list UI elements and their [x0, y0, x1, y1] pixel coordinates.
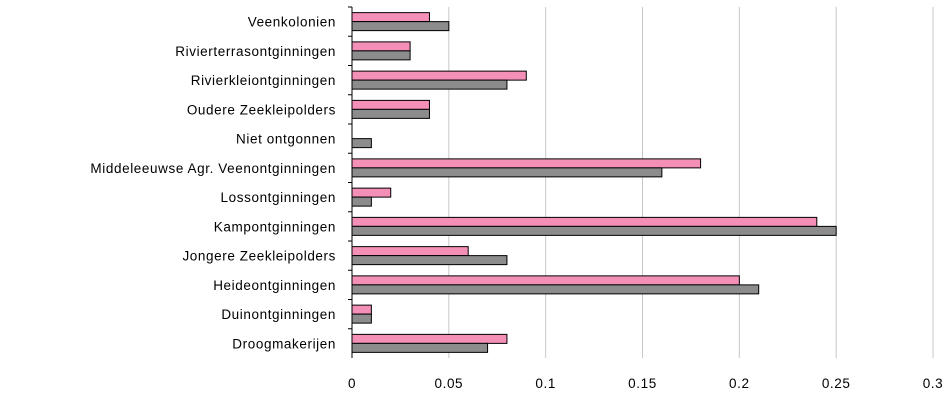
- bar: [351, 108, 430, 119]
- grid-lines: [448, 7, 934, 358]
- category-label: Niet ontgonnen: [236, 132, 336, 147]
- category-label: Oudere Zeekleipolders: [187, 102, 336, 117]
- bar: [351, 41, 411, 52]
- category-label: Lossontginningen: [221, 190, 336, 205]
- x-tick-label: 0.25: [822, 376, 851, 391]
- bar: [351, 50, 411, 61]
- x-tick-label: 0.1: [535, 376, 556, 391]
- bars: [351, 12, 837, 353]
- bar: [351, 99, 430, 110]
- x-tick-label: 0.15: [628, 376, 657, 391]
- bar: [351, 313, 372, 324]
- bar: [351, 196, 372, 207]
- bar: [351, 216, 818, 227]
- x-tick-label: 0.2: [729, 376, 750, 391]
- category-label: Duinontginningen: [221, 307, 336, 322]
- x-tick-label: 0.05: [434, 376, 463, 391]
- bar: [351, 255, 508, 266]
- bar: [351, 70, 527, 81]
- x-tick-labels: 0 0.05 0.1 0.15 0.2 0.25 0.3: [348, 376, 943, 391]
- category-label: Droogmakerijen: [232, 336, 336, 351]
- bar: [351, 12, 430, 23]
- bar: [351, 21, 450, 32]
- category-label: Jongere Zeekleipolders: [182, 249, 336, 264]
- bar: [351, 284, 760, 295]
- category-labels: Veenkolonien Rivierterrasontginningen Rivi…: [90, 6, 352, 351]
- bar: [351, 187, 392, 198]
- bar: [351, 79, 508, 90]
- x-tick-label: 0.3: [923, 376, 944, 391]
- category-label: Rivierterrasontginningen: [175, 44, 336, 59]
- bar: [351, 275, 740, 286]
- x-tick-label: 0: [348, 376, 356, 391]
- bar: [351, 304, 372, 315]
- bar: [351, 167, 663, 178]
- bar: [351, 246, 469, 257]
- bar: [351, 138, 372, 149]
- bar: [351, 333, 508, 344]
- category-label: Heideontginningen: [213, 278, 336, 293]
- bar: [351, 158, 702, 169]
- category-label: Veenkolonien: [248, 15, 336, 30]
- bar: [351, 225, 837, 236]
- bar: [351, 342, 489, 353]
- category-label: Kampontginningen: [214, 219, 336, 234]
- category-label: Rivierkleiontginningen: [191, 73, 336, 88]
- category-label: Middeleeuwse Agr. Veenontginningen: [90, 161, 336, 176]
